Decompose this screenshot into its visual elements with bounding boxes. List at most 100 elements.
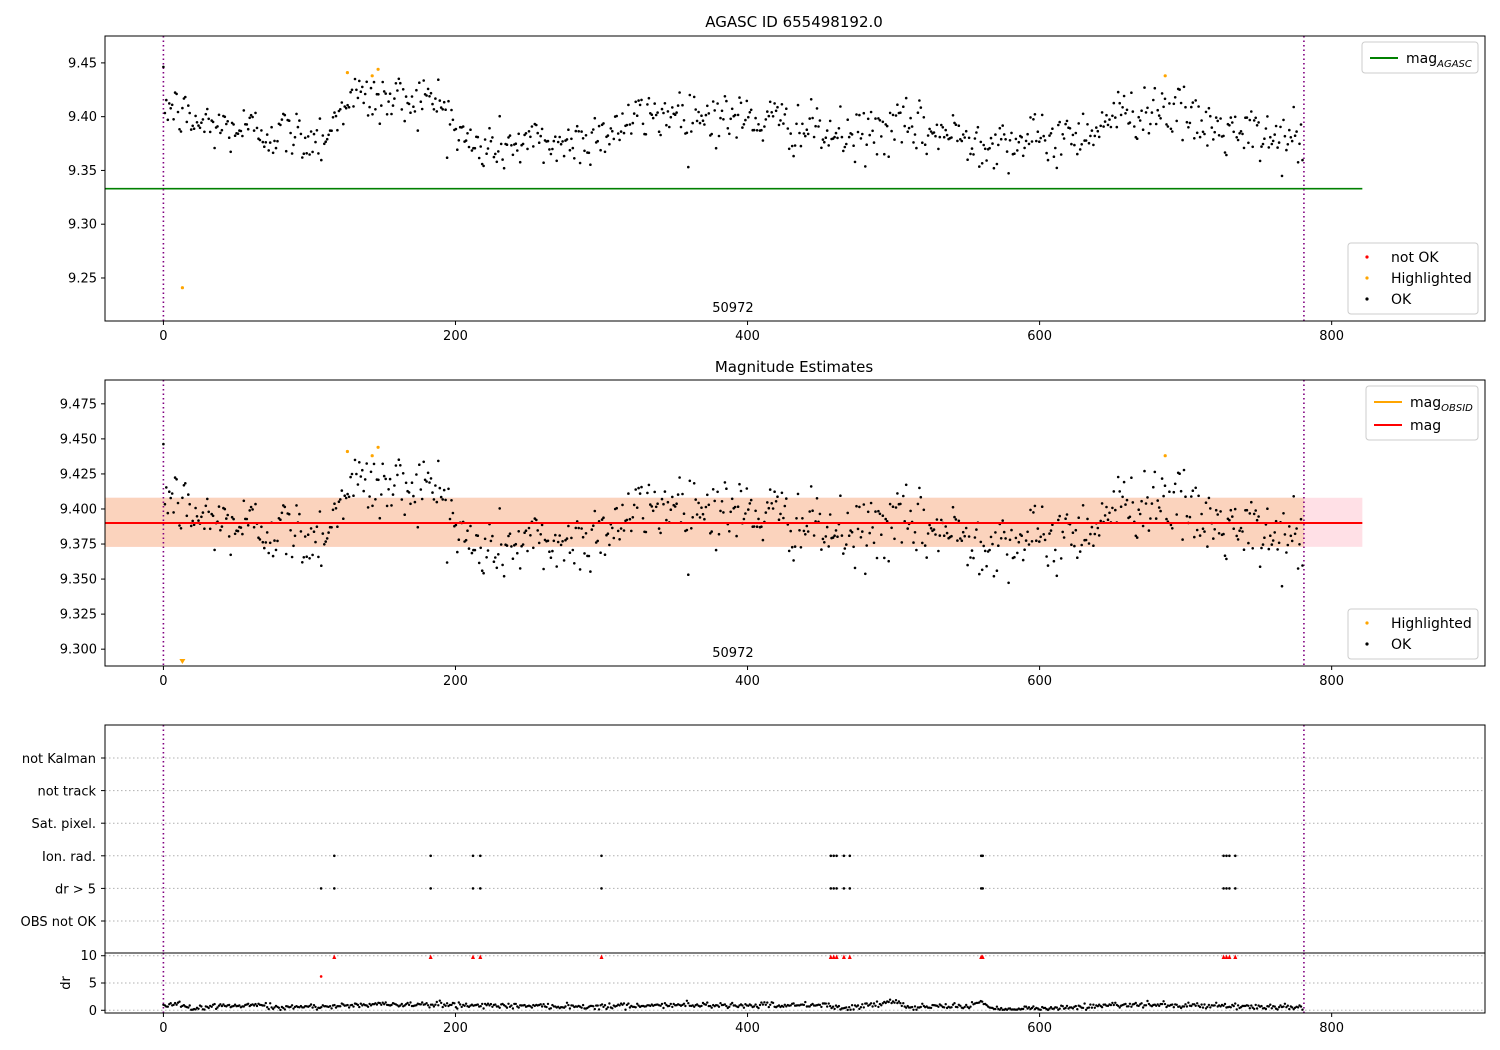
ok-point bbox=[951, 505, 955, 509]
dr-point bbox=[872, 1002, 876, 1005]
ok-point bbox=[650, 113, 654, 116]
ok-point bbox=[824, 136, 828, 139]
dr-point bbox=[704, 1003, 708, 1006]
flag-row-label: Ion. rad. bbox=[42, 850, 96, 865]
ok-point bbox=[1096, 526, 1100, 530]
ok-point bbox=[953, 121, 956, 125]
ok-point bbox=[207, 117, 210, 121]
dr-point bbox=[381, 1001, 384, 1004]
ok-point bbox=[264, 141, 268, 144]
ok-point bbox=[681, 103, 684, 107]
ok-point bbox=[802, 132, 806, 135]
ok-point bbox=[688, 93, 692, 97]
ok-point bbox=[725, 99, 728, 103]
ok-point bbox=[189, 524, 193, 528]
ok-point bbox=[714, 548, 718, 552]
ok-point bbox=[969, 152, 972, 156]
y-tick-label: 0 bbox=[89, 1004, 97, 1019]
ok-point bbox=[1285, 551, 1288, 554]
ok-point bbox=[508, 532, 512, 535]
ok-point bbox=[432, 108, 436, 111]
ok-point bbox=[673, 505, 677, 508]
ok-point bbox=[1076, 556, 1079, 559]
ok-point bbox=[1074, 528, 1078, 532]
ok-point bbox=[932, 528, 936, 531]
ok-point bbox=[864, 165, 867, 168]
ok-point bbox=[1084, 538, 1088, 542]
ok-point bbox=[1001, 124, 1004, 127]
dr-point bbox=[517, 1006, 520, 1009]
ok-point bbox=[1160, 92, 1164, 95]
dr-point bbox=[1291, 1006, 1294, 1009]
ok-point bbox=[1130, 476, 1133, 480]
ok-point bbox=[666, 500, 670, 504]
ok-point bbox=[928, 127, 931, 131]
ok-point bbox=[703, 517, 706, 521]
dr-point bbox=[981, 1000, 984, 1003]
dr-point bbox=[1283, 1002, 1287, 1005]
ok-point bbox=[350, 88, 354, 92]
dr-point bbox=[366, 1005, 370, 1008]
legend-point-label: OK bbox=[1391, 292, 1412, 308]
ok-point bbox=[789, 529, 792, 533]
ok-point bbox=[831, 536, 835, 539]
ok-point bbox=[293, 534, 297, 538]
ok-point bbox=[1024, 139, 1028, 143]
ok-point bbox=[1250, 500, 1253, 504]
ok-point bbox=[649, 503, 652, 506]
ok-point bbox=[1245, 116, 1249, 119]
dr-point bbox=[1184, 1003, 1187, 1006]
ok-point bbox=[671, 495, 674, 499]
ok-point bbox=[396, 473, 399, 477]
dr-point bbox=[315, 1008, 319, 1011]
dr-point bbox=[887, 1000, 890, 1004]
ok-point bbox=[1181, 138, 1184, 142]
ok-point bbox=[850, 133, 854, 136]
dr-point bbox=[1061, 1005, 1064, 1008]
ok-point bbox=[597, 520, 601, 523]
ok-point bbox=[448, 517, 452, 521]
ok-point bbox=[456, 148, 459, 151]
dr-point bbox=[1282, 1005, 1285, 1008]
ok-point bbox=[1296, 161, 1300, 164]
ok-point bbox=[695, 119, 699, 123]
ok-point bbox=[239, 526, 243, 529]
dr-point bbox=[663, 1002, 667, 1005]
ok-point bbox=[1194, 99, 1197, 102]
ok-point bbox=[1061, 530, 1064, 534]
ok-point bbox=[808, 510, 811, 513]
ok-point bbox=[542, 161, 545, 164]
ok-point bbox=[1035, 539, 1038, 542]
flag-row-label: dr > 5 bbox=[55, 882, 96, 897]
ok-point bbox=[502, 166, 506, 170]
ok-point bbox=[836, 535, 839, 538]
ok-point bbox=[770, 111, 773, 114]
ok-point bbox=[423, 478, 427, 482]
ok-point bbox=[1032, 118, 1035, 121]
dr-point bbox=[668, 1004, 671, 1008]
ok-point bbox=[403, 119, 407, 123]
dr-point bbox=[985, 1003, 988, 1007]
ok-point bbox=[1131, 501, 1135, 504]
dr-point bbox=[1111, 1001, 1114, 1005]
ok-point bbox=[1233, 507, 1237, 511]
dr-point bbox=[865, 1002, 868, 1005]
dr-point bbox=[913, 1005, 917, 1008]
flag-event-point bbox=[1222, 854, 1225, 858]
ok-point bbox=[451, 511, 455, 515]
dr-point bbox=[1039, 1008, 1042, 1011]
dr-point bbox=[846, 1008, 849, 1012]
dr-point bbox=[789, 1004, 792, 1007]
ok-point bbox=[384, 92, 388, 95]
ok-point bbox=[1154, 517, 1158, 520]
ok-point bbox=[1229, 116, 1233, 119]
ok-point bbox=[510, 144, 513, 147]
dr-point bbox=[728, 1005, 731, 1008]
ok-point bbox=[1292, 105, 1295, 109]
ok-point bbox=[331, 508, 335, 512]
ok-point bbox=[676, 104, 680, 107]
ok-point bbox=[1200, 512, 1203, 516]
ok-point bbox=[236, 132, 240, 135]
flag-event-point bbox=[429, 887, 433, 890]
